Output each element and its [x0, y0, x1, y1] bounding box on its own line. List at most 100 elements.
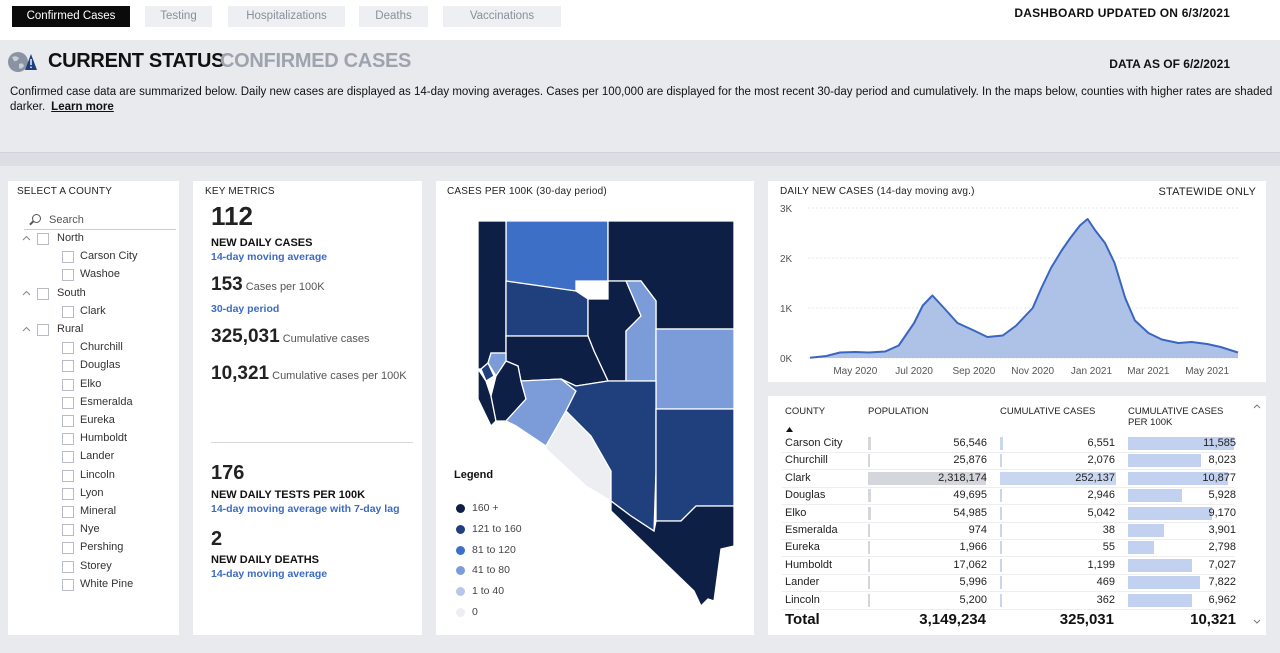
- checkbox[interactable]: [62, 506, 74, 518]
- county-item-lyon[interactable]: Lyon: [22, 486, 172, 502]
- table-row[interactable]: Churchill 25,876 2,076 8,023: [768, 452, 1238, 470]
- checkbox[interactable]: [37, 287, 49, 300]
- checkbox[interactable]: [37, 233, 49, 245]
- col-cumulative-cases[interactable]: CUMULATIVE CASES: [1000, 406, 1096, 417]
- checkbox[interactable]: [62, 578, 74, 591]
- checkbox[interactable]: [62, 451, 74, 464]
- checkbox[interactable]: [62, 560, 74, 573]
- checkbox[interactable]: [62, 251, 74, 264]
- checkbox[interactable]: [37, 324, 49, 336]
- county-item-clark[interactable]: Clark: [22, 304, 172, 320]
- sort-ascending-icon[interactable]: [786, 427, 793, 432]
- cell-per100k: 7,027: [1208, 558, 1236, 571]
- county-item-churchill[interactable]: Churchill: [22, 340, 172, 356]
- chevron-up-icon[interactable]: [22, 234, 31, 243]
- page-subtitle: CONFIRMED CASES: [220, 50, 412, 72]
- county-search[interactable]: Search: [24, 211, 176, 230]
- county-item-lander[interactable]: Lander: [22, 449, 172, 465]
- table-scrollbar[interactable]: [1252, 402, 1262, 628]
- checkbox[interactable]: [62, 524, 74, 537]
- key-metrics-title: KEY METRICS: [205, 186, 275, 197]
- county-item-elko[interactable]: Elko: [22, 377, 172, 393]
- table-row[interactable]: Elko 54,985 5,042 9,170: [768, 505, 1238, 523]
- cell-county: Carson City: [785, 437, 843, 449]
- county-item-eureka[interactable]: Eureka: [22, 413, 172, 429]
- checkbox[interactable]: [62, 433, 74, 446]
- search-input[interactable]: Search: [49, 214, 84, 226]
- county-item-mineral[interactable]: Mineral: [22, 504, 172, 520]
- county-lincoln[interactable]: [655, 408, 735, 522]
- table-row[interactable]: Eureka 1,966 55 2,798: [768, 539, 1238, 557]
- checkbox[interactable]: [62, 269, 74, 282]
- checkbox[interactable]: [62, 469, 74, 482]
- cell-population: 5,996: [959, 576, 987, 589]
- table-row[interactable]: Lander 5,996 469 7,822: [768, 574, 1238, 592]
- per100k-bar: [1128, 541, 1154, 555]
- county-item-label: Washoe: [80, 268, 120, 281]
- county-item-esmeralda[interactable]: Esmeralda: [22, 395, 172, 411]
- checkbox[interactable]: [62, 487, 74, 500]
- county-carson-city[interactable]: [480, 361, 495, 382]
- county-item-label: Clark: [80, 304, 106, 317]
- top-tab-bar: Confirmed Cases Testing Hospitalizations…: [0, 0, 1280, 40]
- cell-county: Lander: [785, 576, 820, 589]
- county-clark[interactable]: [610, 499, 735, 608]
- table-row[interactable]: Clark 2,318,174 252,137 10,877: [768, 470, 1238, 488]
- chevron-up-icon[interactable]: [22, 325, 31, 334]
- county-washoe[interactable]: [477, 220, 507, 370]
- cell-per100k: 2,798: [1208, 541, 1236, 554]
- tab-deaths[interactable]: Deaths: [359, 6, 428, 27]
- county-item-humboldt[interactable]: Humboldt: [22, 431, 172, 447]
- table-row[interactable]: Carson City 56,546 6,551 11,585: [768, 435, 1238, 453]
- table-row[interactable]: Lincoln 5,200 362 6,962: [768, 592, 1238, 610]
- county-item-storey[interactable]: Storey: [22, 559, 172, 575]
- tab-confirmed-cases[interactable]: Confirmed Cases: [12, 6, 130, 27]
- col-cumulative-per-100k[interactable]: CUMULATIVE CASES PER 100K: [1128, 406, 1224, 428]
- county-humboldt[interactable]: [505, 220, 609, 292]
- checkbox[interactable]: [62, 342, 74, 355]
- row-divider: [782, 591, 1234, 593]
- checkbox[interactable]: [62, 378, 74, 391]
- population-bar: [868, 454, 870, 468]
- checkbox[interactable]: [62, 396, 74, 409]
- population-bar: [868, 524, 870, 537]
- checkbox[interactable]: [62, 542, 74, 555]
- deaths-label: NEW DAILY DEATHS: [211, 554, 319, 566]
- table-row[interactable]: Douglas 49,695 2,946 5,928: [768, 487, 1238, 505]
- table-row[interactable]: Humboldt 17,062 1,199 7,027: [768, 557, 1238, 575]
- checkbox[interactable]: [62, 305, 74, 318]
- tab-hospitalizations[interactable]: Hospitalizations: [228, 6, 345, 27]
- county-group-north[interactable]: North: [22, 231, 172, 247]
- county-item-carson-city[interactable]: Carson City: [22, 249, 172, 265]
- col-county[interactable]: COUNTY: [785, 406, 826, 417]
- checkbox[interactable]: [62, 360, 74, 373]
- legend-label: 121 to 160: [472, 522, 522, 535]
- y-tick-label: 1K: [780, 304, 793, 315]
- county-item-washoe[interactable]: Washoe: [22, 267, 172, 283]
- dashboard-updated: DASHBOARD UPDATED ON 6/3/2021: [1014, 6, 1230, 20]
- county-item-label: White Pine: [80, 577, 134, 590]
- table-row[interactable]: Esmeralda 974 38 3,901: [768, 522, 1238, 540]
- county-item-douglas[interactable]: Douglas: [22, 358, 172, 374]
- county-group-rural[interactable]: Rural: [22, 322, 172, 338]
- row-divider: [782, 452, 1234, 453]
- cell-population: 1,966: [959, 541, 987, 554]
- county-white-pine[interactable]: [655, 328, 735, 410]
- chevron-up-icon[interactable]: [22, 289, 31, 298]
- trend-title: DAILY NEW CASES (14-day moving avg.): [780, 186, 975, 197]
- county-item-nye[interactable]: Nye: [22, 522, 172, 538]
- tab-testing[interactable]: Testing: [145, 6, 212, 27]
- col-population[interactable]: POPULATION: [868, 406, 929, 417]
- tab-vaccinations[interactable]: Vaccinations: [443, 6, 561, 27]
- county-item-white-pine[interactable]: White Pine: [22, 577, 172, 593]
- cell-cases: 55: [1102, 541, 1115, 554]
- population-bar: [868, 437, 871, 450]
- row-divider: [782, 556, 1234, 558]
- cumulative-cases: 325,031 Cumulative cases: [211, 326, 370, 348]
- learn-more-link[interactable]: Learn more: [51, 101, 114, 113]
- checkbox[interactable]: [62, 415, 74, 427]
- cases-bar: [1000, 437, 1003, 450]
- county-item-lincoln[interactable]: Lincoln: [22, 468, 172, 484]
- county-item-pershing[interactable]: Pershing: [22, 540, 172, 556]
- county-group-south[interactable]: South: [22, 286, 172, 302]
